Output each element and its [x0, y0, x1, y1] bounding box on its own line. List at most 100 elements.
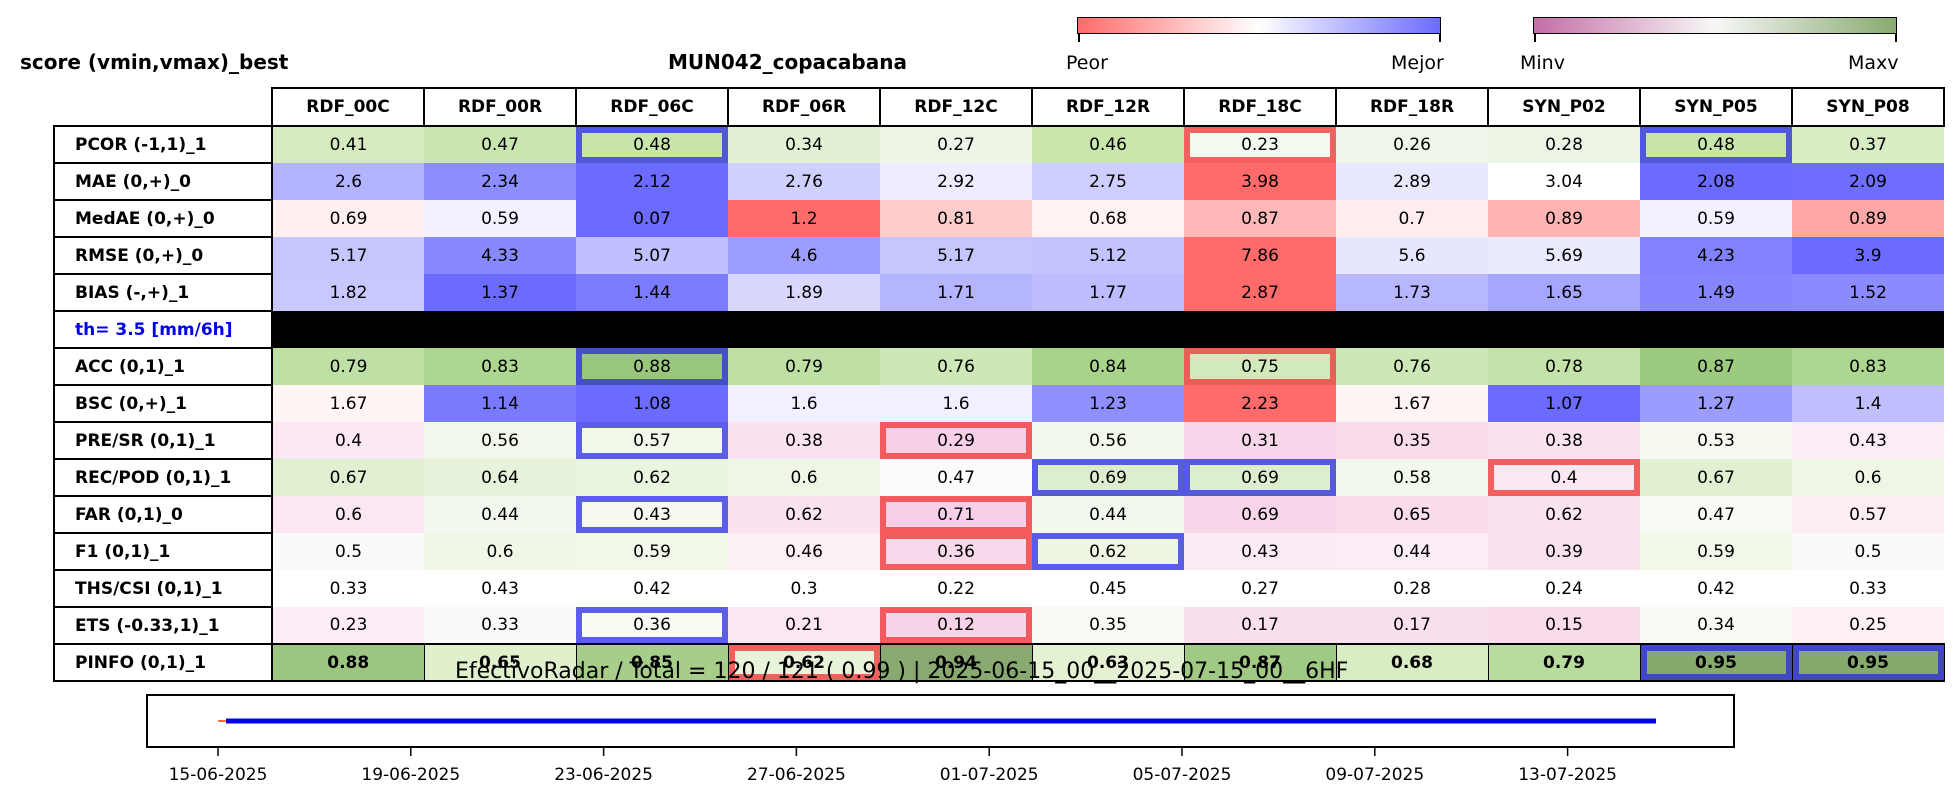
timeline-x-tick-label: 01-07-2025	[940, 765, 1039, 785]
heatmap-cell: 0.44	[1032, 496, 1184, 533]
heatmap-cell: 2.92	[880, 163, 1032, 200]
colorbar-tick	[1078, 34, 1080, 42]
heatmap-cell: 4.6	[728, 237, 880, 274]
heatmap-cell: 0.65	[1336, 496, 1488, 533]
row-header: F1 (0,1)_1	[53, 532, 273, 571]
column-header: RDF_12R	[1031, 87, 1185, 127]
heatmap-cell: 0.56	[424, 422, 576, 459]
heatmap-cell: 0.83	[1792, 348, 1944, 385]
timeline-x-tick-label: 27-06-2025	[747, 765, 846, 785]
row-header: THS/CSI (0,1)_1	[53, 569, 273, 608]
heatmap-cell: 0.48	[576, 126, 728, 163]
heatmap-cell: 0.4	[1488, 459, 1640, 496]
heatmap-cell: 0.79	[272, 348, 424, 385]
row-header: ETS (-0.33,1)_1	[53, 606, 273, 645]
heatmap-cell: 1.49	[1640, 274, 1792, 311]
heatmap-cell: 5.07	[576, 237, 728, 274]
colorbar-tick	[1534, 34, 1536, 42]
heatmap-cell: 5.69	[1488, 237, 1640, 274]
heatmap-cell: 0.59	[1640, 200, 1792, 237]
column-header: RDF_00C	[271, 87, 425, 127]
heatmap-cell: 1.08	[576, 385, 728, 422]
heatmap-cell: 0.75	[1184, 348, 1336, 385]
heatmap-cell: 0.69	[1184, 459, 1336, 496]
heatmap-cell: 0.22	[880, 570, 1032, 607]
heatmap-cell: 0.69	[1032, 459, 1184, 496]
heatmap-cell: 0.42	[1640, 570, 1792, 607]
heatmap-cell: 0.89	[1488, 200, 1640, 237]
heatmap-cell: 0.37	[1792, 126, 1944, 163]
heatmap-cell: 0.33	[272, 570, 424, 607]
heatmap-cell: 0.34	[728, 126, 880, 163]
row-header: MedAE (0,+)_0	[53, 199, 273, 238]
heatmap-cell: 0.36	[576, 607, 728, 644]
heatmap-cell: 0.62	[727, 643, 881, 682]
heatmap-cell: 0.24	[1488, 570, 1640, 607]
heatmap-cell: 2.75	[1032, 163, 1184, 200]
table-row: PINFO (0,1)_1 0.88 0.65 0.85 0.62 0.94 0.63 0.8…	[53, 643, 1945, 682]
heatmap-cell: 0.17	[1336, 607, 1488, 644]
heatmap-cell: 0.23	[1184, 126, 1336, 163]
heatmap-cell: 2.08	[1640, 163, 1792, 200]
heatmap-cell: 4.23	[1640, 237, 1792, 274]
heatmap-cell: 1.73	[1336, 274, 1488, 311]
heatmap-cell: 0.88	[576, 348, 728, 385]
heatmap-cell: 0.15	[1488, 607, 1640, 644]
heatmap-cell: 0.29	[880, 422, 1032, 459]
heatmap-cell: 0.81	[880, 200, 1032, 237]
heatmap-cell: 0.76	[1336, 348, 1488, 385]
timeline-x-tick-label: 05-07-2025	[1133, 765, 1232, 785]
timeline-x-tick-label: 19-06-2025	[361, 765, 460, 785]
table-row: BSC (0,+)_1 1.67 1.14 1.08 1.6 1.6 1.23 2.23 1.6…	[53, 384, 1944, 423]
row-header: BIAS (-,+)_1	[53, 273, 273, 312]
heatmap-cell: 0.43	[1184, 533, 1336, 570]
heatmap-cell: 0.85	[575, 643, 729, 682]
heatmap-cell: 2.89	[1336, 163, 1488, 200]
heatmap-cell: 0.33	[1792, 570, 1944, 607]
heatmap-cell: 1.07	[1488, 385, 1640, 422]
row-header: ACC (0,1)_1	[53, 347, 273, 386]
heatmap-cell: 0.5	[1792, 533, 1944, 570]
heatmap-cell: 2.87	[1184, 274, 1336, 311]
timeline-x-tick-label: 23-06-2025	[554, 765, 653, 785]
table-row: FAR (0,1)_0 0.6 0.44 0.43 0.62 0.71 0.44 0.69 0.…	[53, 495, 1944, 534]
heatmap-cell: 0.28	[1336, 570, 1488, 607]
column-header: RDF_00R	[423, 87, 577, 127]
heatmap-cell: 0.35	[1032, 607, 1184, 644]
heatmap-cell: 0.23	[272, 607, 424, 644]
heatmap-cell: 0.36	[880, 533, 1032, 570]
heatmap-cell: 0.47	[424, 126, 576, 163]
heatmap-cell: 0.57	[1792, 496, 1944, 533]
heatmap-cell: 0.64	[424, 459, 576, 496]
heatmap-cell: 0.44	[1336, 533, 1488, 570]
heatmap-cell: 0.07	[576, 200, 728, 237]
heatmap-cell: 0.89	[1792, 200, 1944, 237]
heatmap-cell: 0.26	[1336, 126, 1488, 163]
column-header: RDF_06C	[575, 87, 729, 127]
heatmap-cell: 7.86	[1184, 237, 1336, 274]
row-header: REC/POD (0,1)_1	[53, 458, 273, 497]
heatmap-cell: 0.6	[424, 533, 576, 570]
heatmap-cell: 0.39	[1488, 533, 1640, 570]
table-row: PRE/SR (0,1)_1 0.4 0.56 0.57 0.38 0.29 0.56 0.3…	[53, 421, 1944, 460]
table-row: MAE (0,+)_0 2.6 2.34 2.12 2.76 2.92 2.75 3.98 2.…	[53, 162, 1944, 201]
heatmap-cell: 0.84	[1032, 348, 1184, 385]
heatmap-cell: 2.6	[272, 163, 424, 200]
heatmap-cell: 0.95	[1791, 643, 1945, 682]
heatmap-cell: 0.21	[728, 607, 880, 644]
heatmap-cell: 0.27	[880, 126, 1032, 163]
row-header: BSC (0,+)_1	[53, 384, 273, 423]
heatmap-cell: 0.87	[1184, 200, 1336, 237]
table-row: ETS (-0.33,1)_1 0.23 0.33 0.36 0.21 0.12 0.35 0…	[53, 606, 1944, 645]
heatmap-cell: 0.28	[1488, 126, 1640, 163]
heatmap-cell: 1.89	[728, 274, 880, 311]
table-row: F1 (0,1)_1 0.5 0.6 0.59 0.46 0.36 0.62 0.43 0.44…	[53, 532, 1944, 571]
colorbar-label-min: Minv	[1520, 52, 1565, 74]
heatmap-cell: 1.67	[272, 385, 424, 422]
heatmap-cell: 0.44	[424, 496, 576, 533]
heatmap-cell: 5.6	[1336, 237, 1488, 274]
heatmap-cell: 0.45	[1032, 570, 1184, 607]
row-header: th= 3.5 [mm/6h]	[53, 310, 273, 349]
column-header: SYN_P02	[1487, 87, 1641, 127]
heatmap-cell: 0.34	[1640, 607, 1792, 644]
